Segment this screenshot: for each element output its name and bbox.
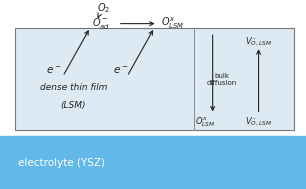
Text: $O^-_{ad}$: $O^-_{ad}$: [92, 16, 110, 31]
Text: $O^x_{LSM}$: $O^x_{LSM}$: [195, 115, 215, 129]
FancyBboxPatch shape: [0, 136, 306, 189]
Text: $V_{\ddot{O},LSM}$: $V_{\ddot{O},LSM}$: [245, 116, 272, 128]
Text: $O_2$: $O_2$: [97, 2, 111, 15]
Text: bulk
diffusion: bulk diffusion: [207, 73, 237, 86]
Text: $V_{\ddot{O},LSM}$: $V_{\ddot{O},LSM}$: [245, 36, 272, 48]
FancyBboxPatch shape: [15, 28, 294, 130]
Text: $e^-$: $e^-$: [46, 65, 61, 76]
Text: electrolyte (YSZ): electrolyte (YSZ): [18, 158, 105, 167]
Text: $O^x_{LSM}$: $O^x_{LSM}$: [161, 16, 185, 31]
Text: (LSM): (LSM): [61, 101, 86, 110]
Text: dense thin film: dense thin film: [40, 83, 107, 92]
Text: $e^-$: $e^-$: [113, 65, 129, 76]
